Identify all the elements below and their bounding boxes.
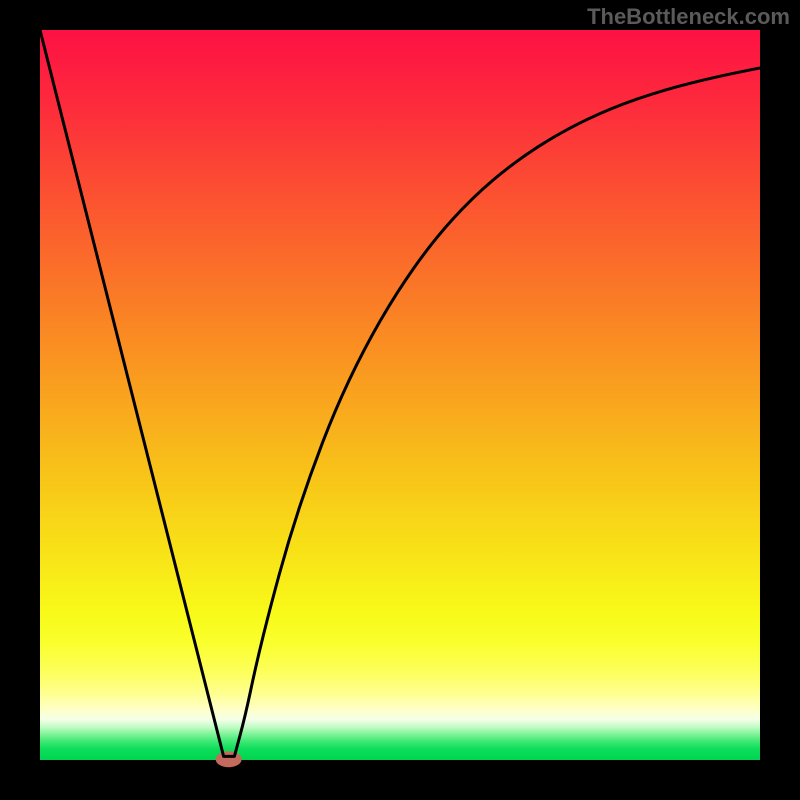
watermark-text: TheBottleneck.com <box>587 4 790 30</box>
chart-container: TheBottleneck.com <box>0 0 800 800</box>
gradient-background <box>40 30 760 760</box>
optimal-point-marker <box>216 751 242 767</box>
bottleneck-chart <box>0 0 800 800</box>
